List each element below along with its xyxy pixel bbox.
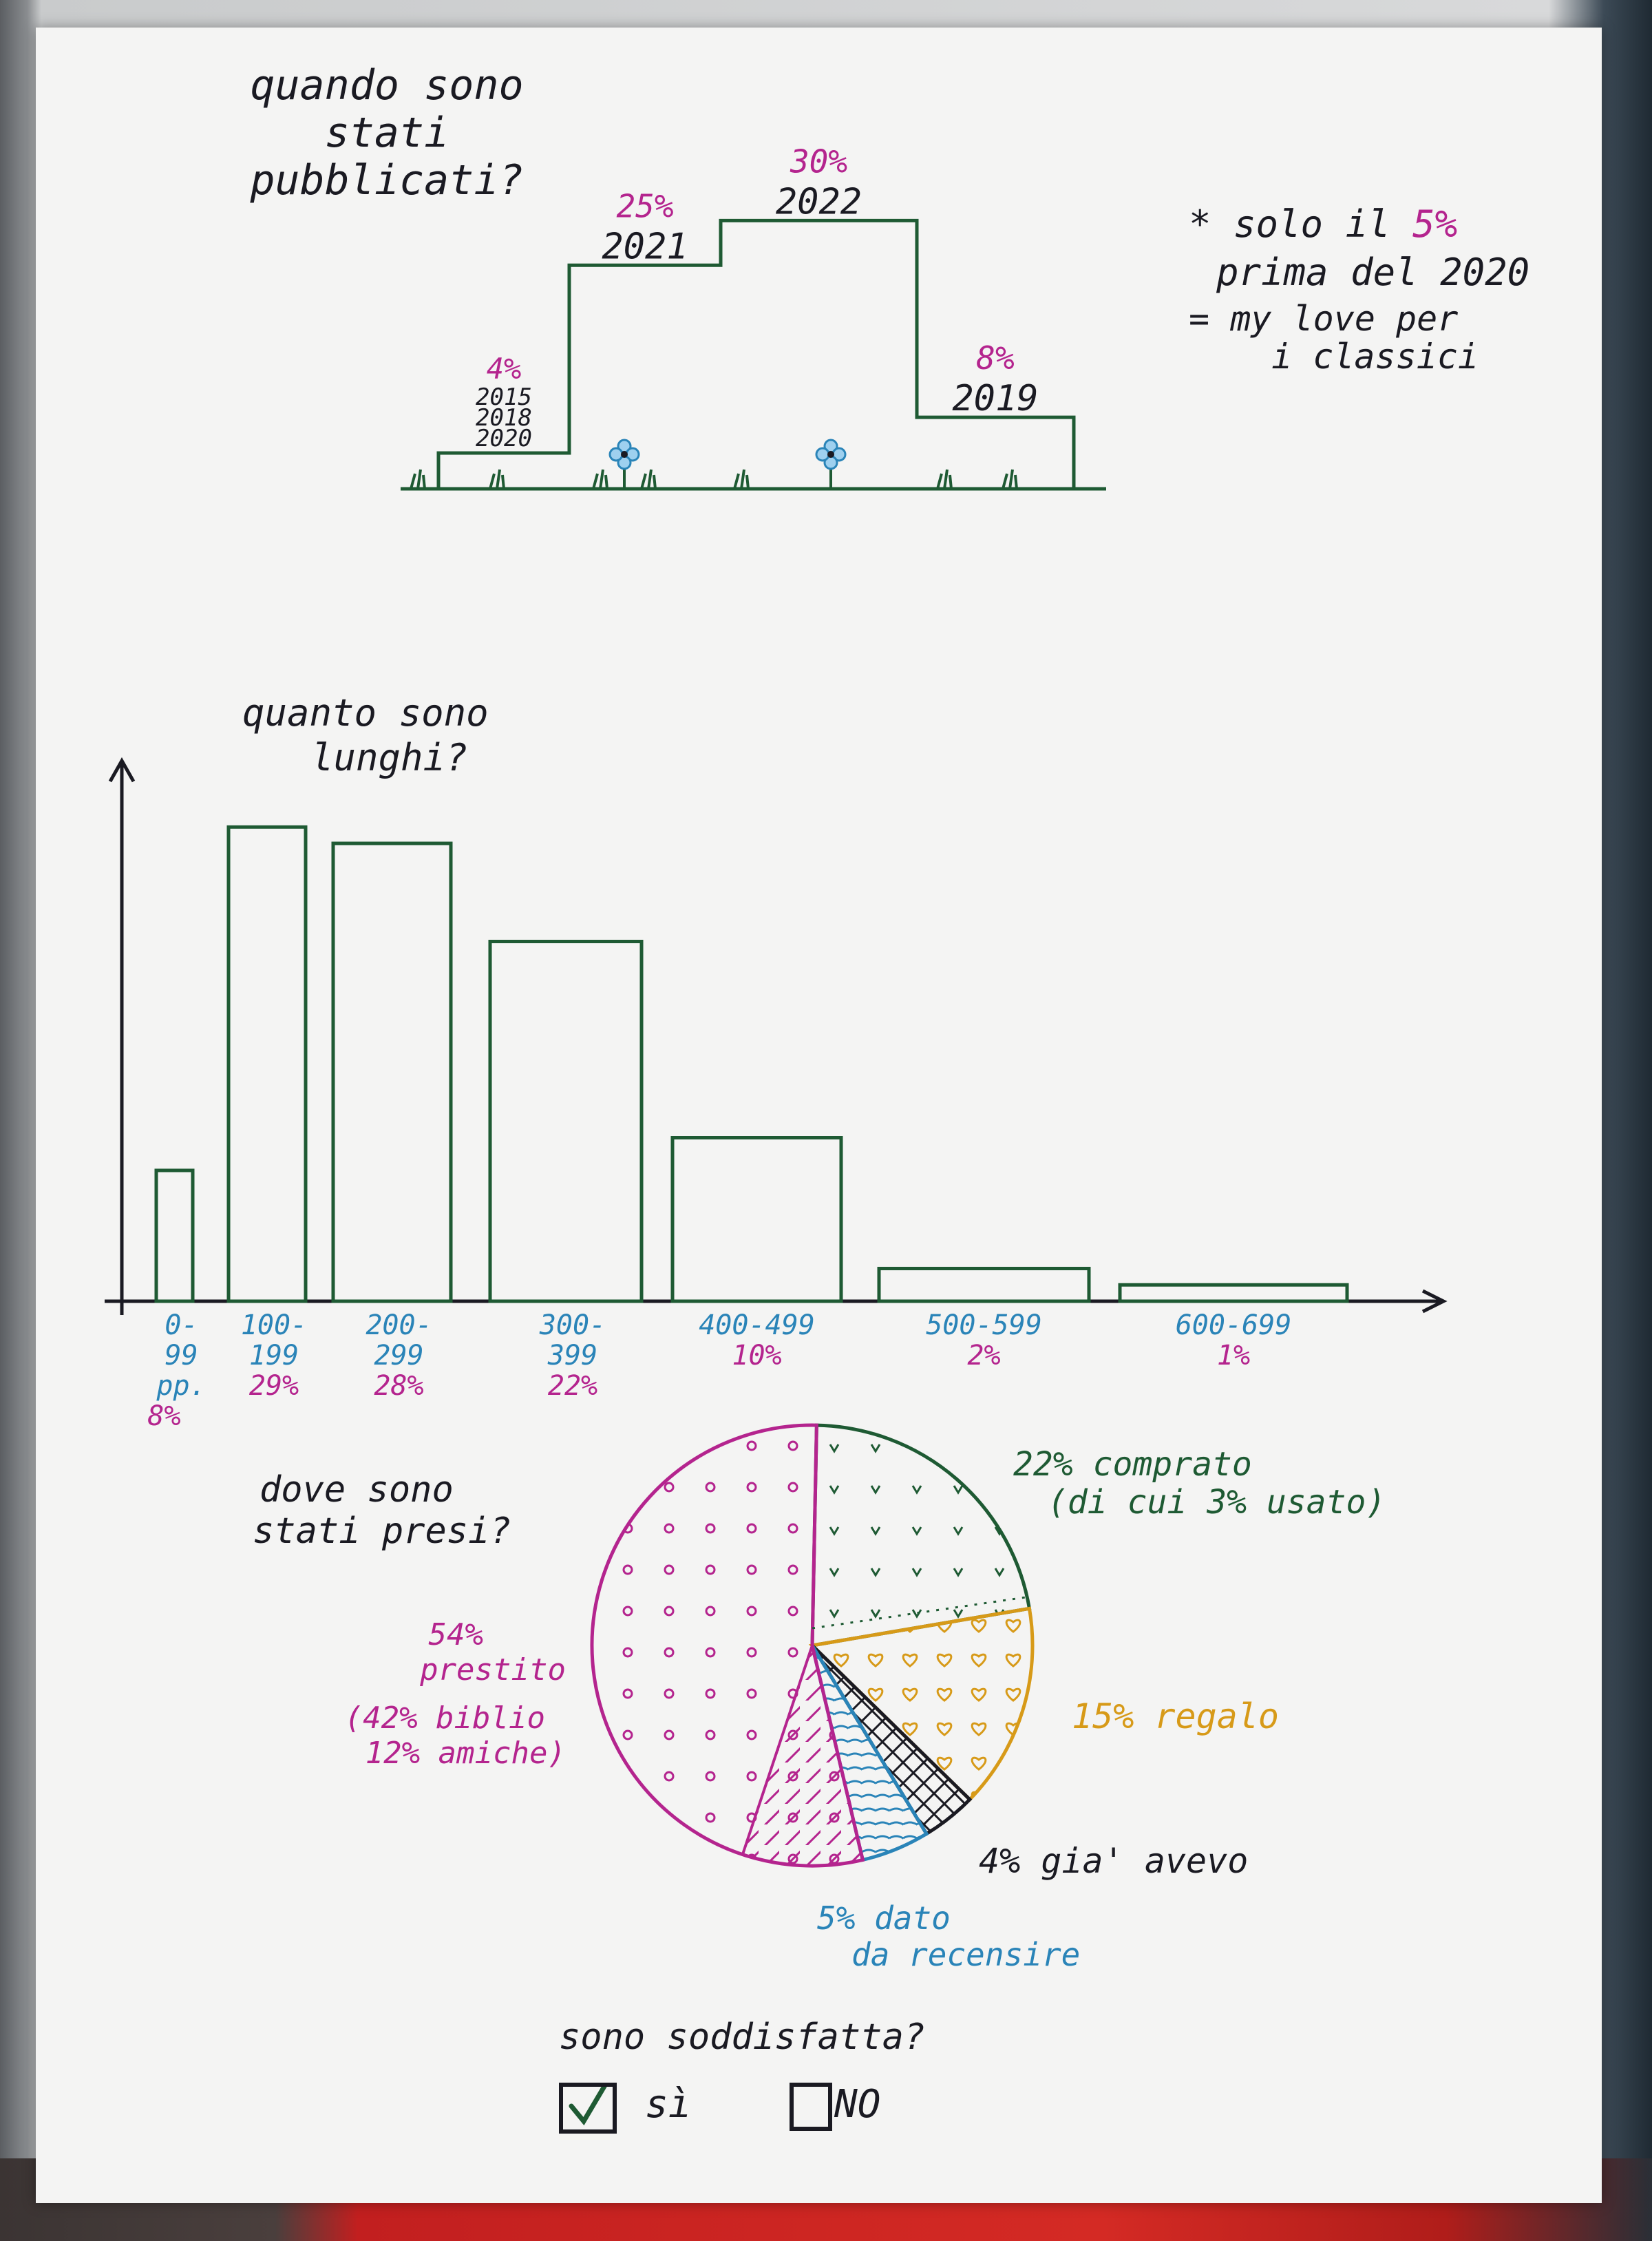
flower-icon	[827, 451, 834, 458]
chart2-bar-3	[488, 940, 644, 1303]
chart2-bar-6	[1118, 1283, 1349, 1303]
chart2-bar-4	[670, 1136, 843, 1303]
check-mark-icon	[569, 2087, 607, 2126]
chart2-category-label-0-0: 0-	[165, 1309, 198, 1341]
chart2-bar-0	[154, 1168, 195, 1303]
chart2-value-label-4: 10%	[732, 1340, 781, 1371]
chart2-title-line2: lunghi?	[311, 736, 468, 779]
chart2-category-label-3-1: 399	[547, 1340, 597, 1371]
chart2-category-label-3-0: 300-	[539, 1309, 606, 1341]
pie-label-prestito-line4: 12% amiche)	[365, 1735, 566, 1771]
pie-label-regalo-line1: 15% regalo	[1072, 1696, 1280, 1736]
chart2-category-label-6-0: 600-699	[1176, 1309, 1292, 1341]
chart1-year-label-2-0: 2022	[776, 181, 862, 222]
chart2-y-arrow-icon	[108, 757, 136, 783]
chart1-note-value: 5%	[1412, 202, 1458, 246]
pie-usato-band	[812, 1596, 1026, 1630]
no-label: no	[834, 2082, 881, 2127]
pie-label-prestito-line2: prestito	[420, 1652, 566, 1687]
grass-icon	[733, 469, 750, 490]
grass-icon	[410, 469, 426, 490]
chart1-note-line4: i classici	[1271, 337, 1479, 377]
flower-icon	[621, 451, 628, 458]
pie-label-regalo: 15% regalo	[1072, 1696, 1280, 1737]
chart2-category-label-0-1: 99	[165, 1340, 198, 1371]
chart1-note-line2: prima del 2020	[1216, 251, 1530, 294]
chart3-pie-chart	[590, 1423, 1035, 1868]
chart1-step-outline	[436, 218, 1076, 489]
chart2-category-label-4-0: 400-499	[699, 1309, 815, 1341]
pie-label-comprato: 22% comprato (di cui 3% usato)	[1013, 1445, 1386, 1522]
chart1-value-label-2: 30%	[790, 143, 847, 180]
chart2-value-label-3: 22%	[548, 1370, 597, 1402]
pie-label-comprato-line1: 22% comprato	[1013, 1445, 1252, 1484]
yes-label: sì	[645, 2082, 692, 2127]
chart2-category-label-1-0: 100-	[241, 1309, 307, 1341]
pie-label-recensire-line2: da recensire	[851, 1935, 1081, 1973]
grass-icon	[592, 469, 608, 490]
pie-label-prestito-line1: 54%	[428, 1617, 483, 1652]
pie-label-gia-avevo-line1: 4% gia' avevo	[979, 1841, 1249, 1881]
chart2-value-label-6: 1%	[1217, 1340, 1250, 1371]
chart2-category-label-1-1: 199	[249, 1340, 299, 1371]
chart1-year-label-3-0: 2019	[952, 378, 1038, 419]
pie-label-gia-avevo: 4% gia' avevo	[979, 1841, 1249, 1882]
grass-icon	[640, 469, 657, 490]
chart1-value-label-1: 25%	[616, 187, 673, 224]
chart2-value-label-5: 2%	[967, 1340, 1000, 1371]
chart2-category-label-0-2: pp.	[156, 1370, 206, 1402]
pie-slice-prestito-amiche	[741, 1640, 865, 1868]
chart2-value-label-0: 8%	[147, 1400, 180, 1432]
pie-label-comprato-line2: (di cui 3% usato)	[1048, 1483, 1386, 1522]
pie-label-prestito: 54% prestito (42% biblio 12% amiche)	[339, 1617, 566, 1771]
satisfaction-question: sono soddisfatta?	[559, 2017, 926, 2058]
chart2-category-label-2-0: 200-	[366, 1309, 432, 1341]
chart3-title-line1: dove sono	[260, 1469, 454, 1511]
chart1-year-label-0-2: 2020	[476, 425, 532, 452]
chart1-year-label-1-0: 2021	[602, 226, 688, 267]
chart1-note-line3: = my love per	[1189, 299, 1459, 339]
chart2-title-line1: quanto sono	[242, 691, 489, 735]
no-checkbox[interactable]	[790, 2083, 832, 2131]
grass-icon	[936, 469, 953, 490]
chart2-value-label-2: 28%	[374, 1370, 423, 1402]
pie-label-recensire-line1: 5% dato	[817, 1900, 951, 1937]
grass-icon	[489, 469, 505, 490]
yes-checkbox[interactable]	[559, 2083, 617, 2134]
pie-slice-comprato	[810, 1423, 1032, 1648]
chart1-title: quando sono stati pubblicati?	[250, 61, 524, 204]
chart2-bar-2	[331, 841, 453, 1303]
chart1-note-prefix: * solo il	[1189, 202, 1390, 246]
chart1-value-label-3: 8%	[976, 339, 1014, 377]
chart2-bar-5	[877, 1267, 1091, 1303]
pie-label-prestito-line3: (42% biblio	[344, 1701, 545, 1736]
chart2-value-label-1: 29%	[249, 1370, 299, 1402]
chart1-year-label-0-1: 2018	[476, 404, 532, 432]
pie-slice-regalo	[808, 1606, 1035, 1802]
chart1-year-label-0-0: 2015	[476, 383, 532, 411]
pie-label-recensire: 5% dato da recensire	[817, 1900, 1080, 1973]
chart2-x-arrow-icon	[1421, 1289, 1448, 1314]
grass-icon	[1002, 469, 1018, 490]
chart1-value-label-0: 4%	[487, 352, 522, 386]
chart2-bar-1	[226, 825, 308, 1303]
paper-sheet: quando sono stati pubblicati? * solo il …	[36, 28, 1602, 2203]
chart2-category-label-5-0: 500-599	[926, 1309, 1042, 1341]
chart3-title-line2: stati presi?	[253, 1511, 511, 1552]
chart2-category-label-2-1: 299	[374, 1340, 423, 1371]
